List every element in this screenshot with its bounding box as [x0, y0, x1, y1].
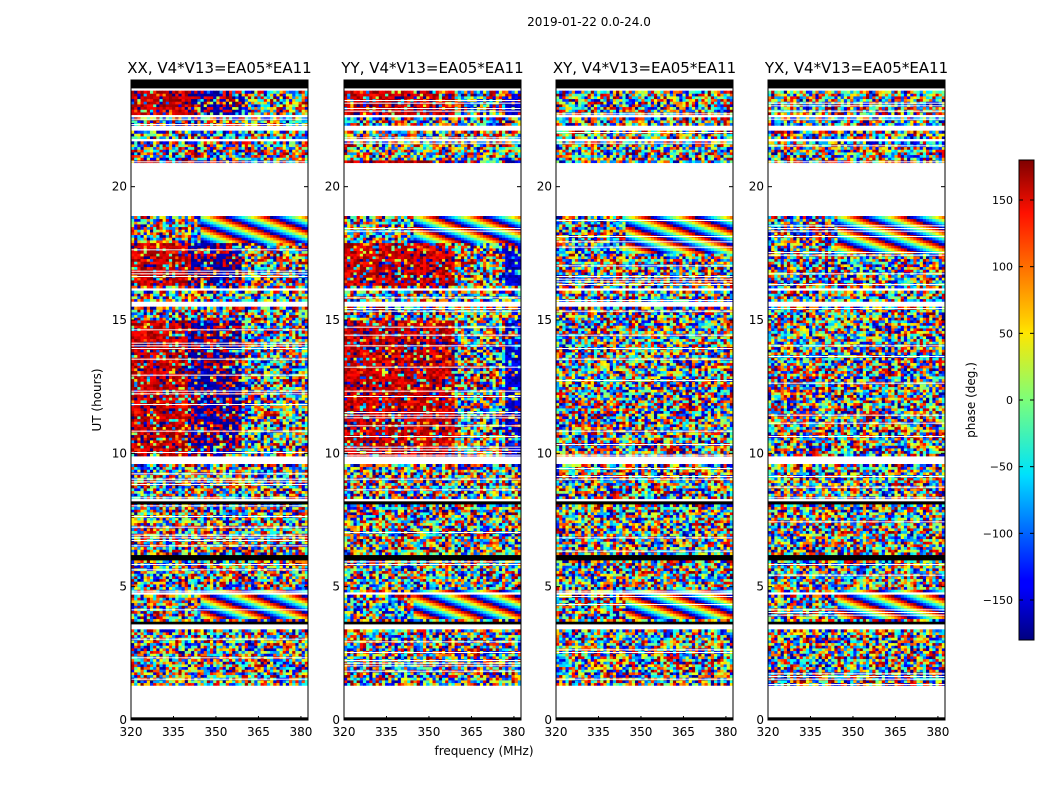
x-tick-label: 320 — [757, 725, 780, 739]
panel-2: YY, V4*V13=EA05*EA11 320 335 350 365 380 0 5 10 1… — [325, 59, 526, 739]
x-tick-label: 335 — [375, 725, 398, 739]
phase-image — [556, 80, 733, 720]
y-tick-label: 15 — [537, 313, 552, 327]
y-tick-label: 5 — [119, 580, 127, 594]
colorbar-tick-label: 0 — [1006, 394, 1013, 407]
colorbar: phase (deg.) 150 100 50 0 −50 −100 −150 — [964, 159, 1035, 641]
x-tick-label: 350 — [205, 725, 228, 739]
y-tick-label: 10 — [325, 446, 340, 460]
y-tick-label: 0 — [544, 713, 552, 727]
y-tick-label: 10 — [537, 446, 552, 460]
x-tick-label: 380 — [289, 725, 312, 739]
phase-image — [131, 80, 308, 720]
panel-frame — [555, 79, 734, 721]
x-tick-label: 365 — [884, 725, 907, 739]
y-tick-label: 15 — [749, 313, 764, 327]
x-tick-label: 380 — [714, 725, 737, 739]
x-tick-label: 350 — [418, 725, 441, 739]
y-tick-label: 0 — [332, 713, 340, 727]
x-tick-label: 335 — [799, 725, 822, 739]
colorbar-tick-label: −50 — [990, 461, 1013, 474]
y-tick-label: 10 — [112, 446, 127, 460]
y-tick-label: 20 — [537, 180, 552, 194]
x-tick-label: 335 — [587, 725, 610, 739]
y-tick-label: 10 — [749, 446, 764, 460]
figure-title: 2019-01-22 0.0-24.0 — [527, 15, 651, 29]
x-tick-label: 380 — [926, 725, 949, 739]
x-tick-label: 320 — [333, 725, 356, 739]
panel-title: XX, V4*V13=EA05*EA11 — [127, 59, 311, 77]
x-tick-label: 320 — [120, 725, 143, 739]
x-tick-label: 320 — [545, 725, 568, 739]
colorbar-tick-label: 150 — [992, 194, 1013, 207]
y-tick-label: 5 — [332, 580, 340, 594]
x-tick-label: 365 — [672, 725, 695, 739]
x-tick-label: 365 — [460, 725, 483, 739]
y-tick-label: 5 — [756, 580, 764, 594]
panel-title: YY, V4*V13=EA05*EA11 — [340, 59, 523, 77]
y-tick-label: 5 — [544, 580, 552, 594]
x-tick-label: 350 — [842, 725, 865, 739]
panels: XX, V4*V13=EA05*EA11 320 335 350 365 380 0 5 10 1… — [112, 59, 950, 739]
y-tick-label: 20 — [325, 180, 340, 194]
x-tick-label: 335 — [162, 725, 185, 739]
x-tick-label: 380 — [502, 725, 525, 739]
x-tick-label: 365 — [247, 725, 270, 739]
colorbar-tick-label: −150 — [983, 594, 1013, 607]
panel-frame — [343, 79, 522, 721]
panel-title: YX, V4*V13=EA05*EA11 — [764, 59, 948, 77]
phase-image — [344, 80, 521, 720]
panel-title: XY, V4*V13=EA05*EA11 — [553, 59, 736, 77]
panel-frame — [130, 79, 309, 721]
phase-image — [768, 80, 945, 720]
y-tick-label: 15 — [112, 313, 127, 327]
y-tick-label: 0 — [119, 713, 127, 727]
panel-4: YX, V4*V13=EA05*EA11 320 335 350 365 380 0 5 10 1… — [749, 59, 950, 739]
colorbar-tick-label: 50 — [999, 327, 1013, 340]
x-tick-label: 350 — [630, 725, 653, 739]
panel-frame — [767, 79, 946, 721]
colorbar-tick-label: 100 — [992, 261, 1013, 274]
y-tick-label: 20 — [749, 180, 764, 194]
colorbar-label: phase (deg.) — [964, 362, 978, 438]
x-axis-label: frequency (MHz) — [434, 744, 533, 758]
panel-1: XX, V4*V13=EA05*EA11 320 335 350 365 380 0 5 10 1… — [112, 59, 313, 739]
panel-3: XY, V4*V13=EA05*EA11 320 335 350 365 380 0 5 10 1… — [537, 59, 738, 739]
y-tick-label: 0 — [756, 713, 764, 727]
y-axis-label: UT (hours) — [90, 368, 104, 431]
y-tick-label: 20 — [112, 180, 127, 194]
y-tick-label: 15 — [325, 313, 340, 327]
colorbar-tick-label: −100 — [983, 527, 1013, 540]
